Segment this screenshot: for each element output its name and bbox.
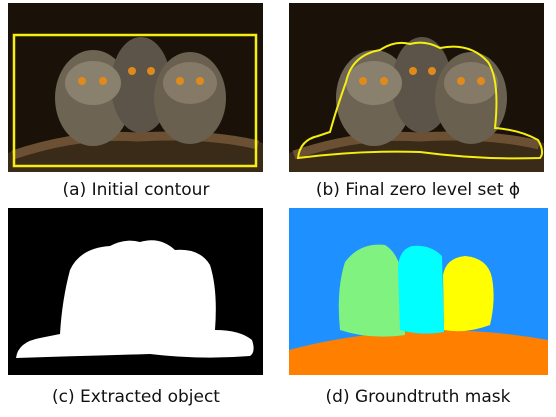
- figure: (a) Initial contour (b) Final zero level…: [0, 0, 556, 413]
- owl-mask: [443, 256, 494, 331]
- panel-b: (b) Final zero level set ϕ: [289, 3, 544, 200]
- caption: (c) Extracted object: [52, 387, 220, 407]
- image: [289, 3, 544, 172]
- panel-c: (c) Extracted object: [8, 208, 263, 407]
- caption: (a) Initial contour: [63, 180, 210, 200]
- panel-a: (a) Initial contour: [8, 3, 263, 200]
- panel-d: (d) Groundtruth mask: [289, 208, 548, 407]
- image: [8, 3, 263, 172]
- owl-mask: [398, 246, 444, 334]
- owl-mask: [339, 245, 405, 337]
- caption: (b) Final zero level set ϕ: [316, 180, 520, 200]
- caption: (d) Groundtruth mask: [326, 387, 511, 407]
